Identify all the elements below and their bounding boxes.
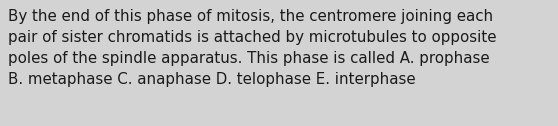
Text: By the end of this phase of mitosis, the centromere joining each
pair of sister : By the end of this phase of mitosis, the… [8, 9, 497, 87]
